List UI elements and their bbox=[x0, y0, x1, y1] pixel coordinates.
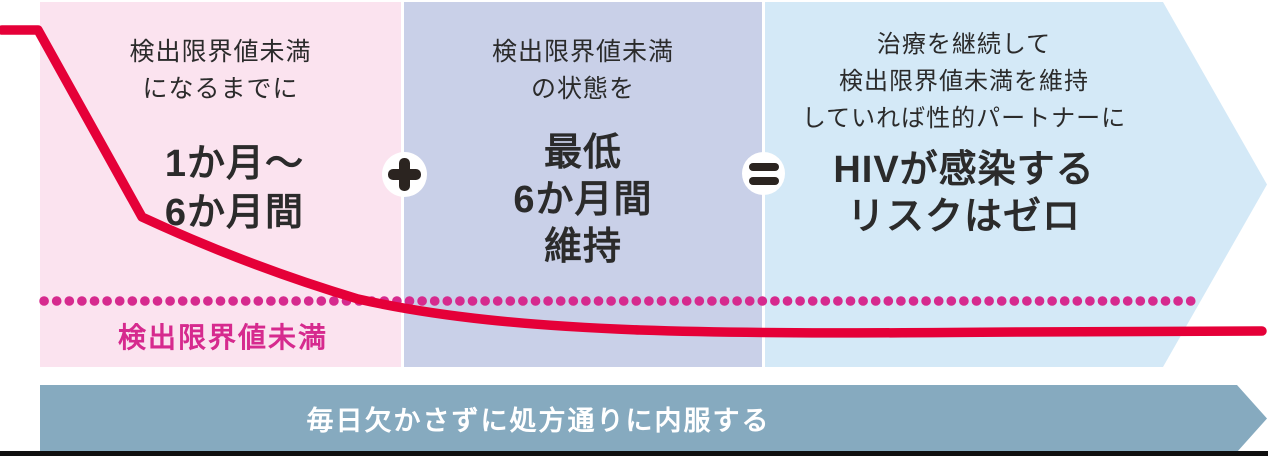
panel3-highlight: HIVが感染する リスクはゼロ bbox=[765, 147, 1163, 241]
daily-medication-banner: 毎日欠かさずに処方通りに内服する bbox=[40, 385, 1267, 452]
panel2-subtitle: 検出限界値未満 の状態を bbox=[404, 2, 762, 108]
panel1-subtitle-line1: 検出限界値未満 bbox=[129, 38, 312, 66]
panel2-highlight-line3: 維持 bbox=[543, 226, 622, 268]
equals-icon bbox=[748, 162, 779, 185]
panel2-subtitle-line1: 検出限界値未満 bbox=[491, 38, 674, 66]
panel2-subtitle-line2: の状態を bbox=[530, 75, 635, 103]
panel3-subtitle-line2: 検出限界値未満を維持 bbox=[839, 68, 1089, 95]
panel-zero-risk-arrow: 治療を継続して 検出限界値未満を維持 していれば性的パートナーに HIVが感染す… bbox=[765, 2, 1267, 367]
panel3-subtitle-line3: していれば性的パートナーに bbox=[801, 105, 1127, 132]
panel1-subtitle-line2: になるまでに bbox=[142, 75, 299, 103]
bottom-divider-line bbox=[0, 451, 1268, 456]
panel-maintain-undetectable: 検出限界値未満 の状態を 最低 6か月間 維持 bbox=[404, 2, 762, 367]
panel1-highlight-line2: 6か月間 bbox=[164, 192, 305, 234]
panel2-highlight-line1: 最低 bbox=[543, 132, 622, 174]
plus-operator bbox=[382, 152, 427, 197]
equals-operator bbox=[742, 152, 785, 195]
detection-limit-label: 検出限界値未満 bbox=[118, 322, 329, 353]
panel3-subtitle-line1: 治療を継続して bbox=[876, 31, 1052, 58]
daily-medication-banner-label: 毎日欠かさずに処方通りに内服する bbox=[306, 406, 771, 436]
panel1-highlight-line1: 1か月〜 bbox=[164, 143, 305, 185]
panel-until-undetectable: 検出限界値未満 になるまでに 1か月〜 6か月間 bbox=[40, 2, 401, 367]
panel3-highlight-line2: リスクはゼロ bbox=[846, 196, 1081, 238]
panel1-subtitle: 検出限界値未満 になるまでに bbox=[40, 2, 401, 108]
panel2-highlight: 最低 6か月間 維持 bbox=[404, 130, 762, 271]
plus-icon bbox=[388, 158, 421, 191]
panel3-highlight-line1: HIVが感染する bbox=[833, 149, 1095, 191]
panel2-highlight-line2: 6か月間 bbox=[513, 179, 653, 221]
panel3-subtitle: 治療を継続して 検出限界値未満を維持 していれば性的パートナーに bbox=[765, 2, 1163, 137]
panel1-highlight: 1か月〜 6か月間 bbox=[54, 140, 415, 238]
